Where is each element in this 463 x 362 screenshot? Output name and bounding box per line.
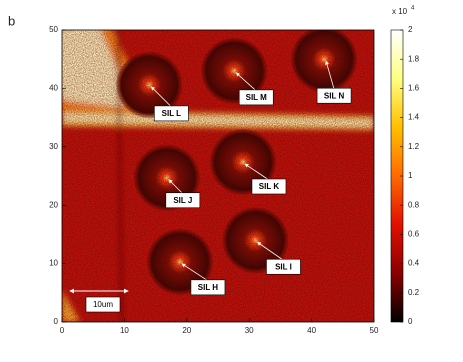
colorbar-tick-label: 1.8 — [408, 54, 420, 63]
colorbar-tick-label: 1.2 — [408, 142, 420, 151]
spot-label: SIL N — [324, 91, 345, 100]
y-tick-label: 40 — [49, 84, 58, 93]
spot-arrow — [235, 72, 257, 92]
x-tick-label: 50 — [370, 326, 379, 335]
y-tick-label: 10 — [49, 259, 58, 268]
colorbar-tick-label: 1.6 — [408, 84, 420, 93]
colorbar-tick-label: 1 — [408, 171, 413, 180]
x-tick-label: 40 — [307, 326, 316, 335]
spot-arrow — [244, 163, 270, 181]
spot-label: SIL I — [275, 262, 292, 271]
colorbar-tick-label: 1.4 — [408, 113, 420, 122]
x-tick-label: 20 — [182, 326, 191, 335]
spot-label-box — [165, 192, 201, 209]
spot-label: SIL J — [173, 196, 192, 205]
panel-label: b — [8, 13, 15, 28]
colorbar-exponent-power: 4 — [411, 6, 415, 12]
x-tick-label: 30 — [245, 326, 254, 335]
spot-label-box — [190, 279, 226, 296]
scale-bar: 10um — [69, 288, 129, 313]
spot-label-box — [251, 178, 287, 195]
colorbar-tick-label: 0.6 — [408, 230, 420, 239]
spot-labels: SIL L SIL M SIL N SIL J SIL K SIL H SIL I — [150, 60, 352, 296]
spot-arrow — [256, 241, 284, 261]
spot-label-box — [154, 105, 189, 122]
colorbar-tick-label: 0.2 — [408, 288, 420, 297]
spot-label: SIL M — [246, 93, 268, 102]
spot-label-box — [316, 87, 352, 104]
spot-arrow — [150, 86, 172, 108]
x-tick-label: 10 — [120, 326, 129, 335]
spot-arrow — [168, 179, 184, 195]
colorbar-exponent: x 10 — [392, 7, 408, 16]
y-tick-label: 30 — [49, 142, 58, 151]
spot-label: SIL K — [259, 182, 280, 191]
scale-bar-label: 10um — [93, 300, 113, 309]
y-tick-label: 20 — [49, 200, 58, 209]
colorbar-tick-label: 2 — [408, 25, 413, 34]
spot-arrow — [325, 60, 335, 90]
x-tick-label: 0 — [60, 326, 65, 335]
spot-label-box — [238, 89, 274, 106]
spot-label-box — [266, 258, 301, 275]
y-tick-label: 0 — [54, 317, 59, 326]
map-noise — [62, 30, 374, 322]
y-tick-label: 50 — [49, 25, 58, 34]
colorbar-tick-label: 0.8 — [408, 200, 420, 209]
colorbar-tick-label: 0 — [408, 317, 413, 326]
spot-label: SIL H — [198, 283, 219, 292]
heatmap — [62, 30, 374, 322]
spot-arrow — [181, 263, 209, 282]
plot-frame — [61, 29, 375, 323]
spot-label: SIL L — [162, 109, 182, 118]
colorbar-tick-label: 0.4 — [408, 259, 420, 268]
